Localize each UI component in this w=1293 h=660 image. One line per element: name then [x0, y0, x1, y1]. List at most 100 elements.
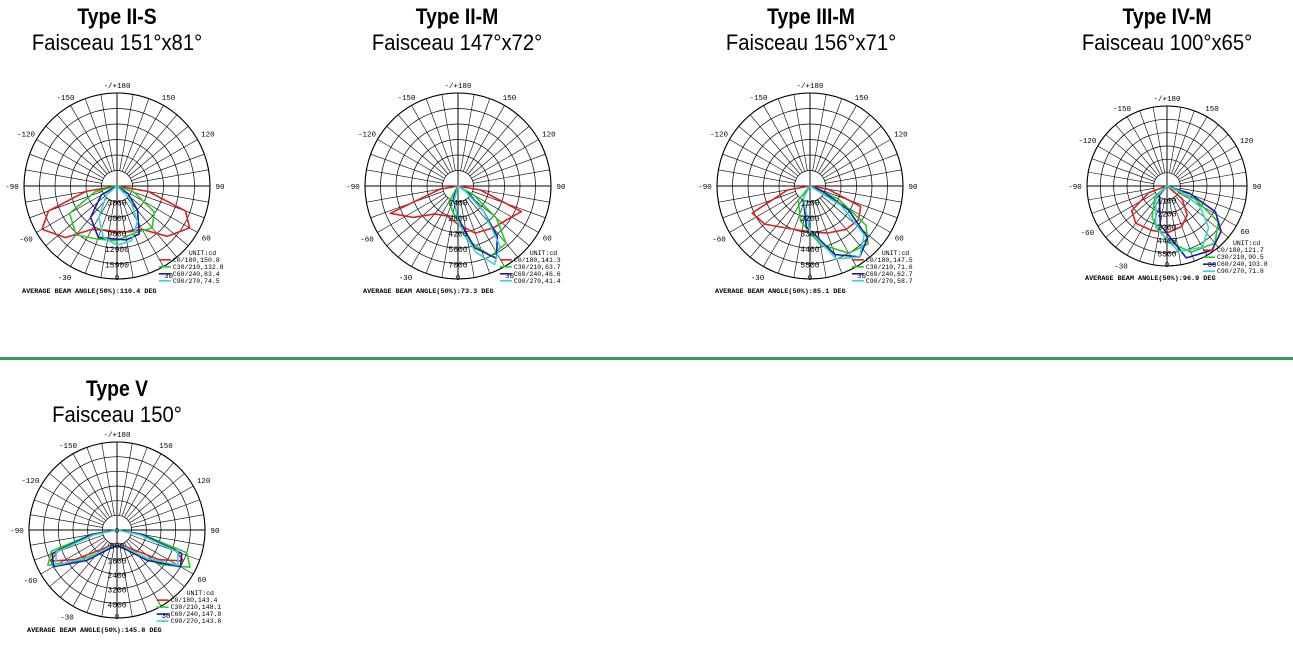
legend-item: C90/270,41.4 — [514, 278, 561, 285]
grid-spoke — [122, 200, 150, 274]
ring-value-label: 1100 — [1157, 197, 1176, 206]
unit-label: UNIT:cd — [1233, 240, 1260, 247]
angle-label: 30 — [505, 273, 515, 281]
grid-spoke — [777, 98, 805, 172]
angle-label: -30 — [751, 275, 765, 283]
angle-label: 0 — [1165, 262, 1170, 270]
legend-item: C30/210,148.1 — [171, 604, 222, 611]
angle-label: -120 — [17, 132, 36, 140]
grid-spoke — [119, 443, 133, 516]
ring-value-label: 3200 — [107, 587, 126, 596]
grid-spoke — [1105, 134, 1157, 178]
grid-spoke — [749, 114, 801, 175]
angle-label: -150 — [1113, 106, 1132, 114]
angle-label: 120 — [197, 478, 211, 486]
angle-label: 90 — [556, 184, 566, 192]
grid-spoke — [825, 188, 902, 203]
angle-label: 0 — [808, 275, 813, 283]
legend-item: C90/270,58.7 — [866, 278, 913, 285]
grid-spoke — [821, 125, 882, 177]
grid-spoke — [1171, 110, 1195, 174]
legend-item: C60/240,62.7 — [866, 271, 913, 278]
angle-label: 150 — [1205, 106, 1219, 114]
grid-spoke — [463, 200, 491, 274]
grid-spoke — [425, 98, 453, 172]
intensity-curve-c0 — [389, 185, 523, 234]
center-label: 0 — [115, 528, 119, 536]
grid-spoke — [45, 195, 106, 247]
average-beam-angle: AVERAGE BEAM ANGLE(50%):145.8 DEG — [27, 627, 162, 635]
grid-spoke — [386, 125, 447, 177]
grid-spoke — [1139, 110, 1163, 174]
grid-spoke — [40, 537, 105, 575]
grid-spoke — [124, 199, 164, 267]
angle-label: 90 — [1252, 184, 1262, 192]
grid-spoke — [119, 94, 134, 171]
legend-item: C60/240,103.8 — [1217, 261, 1268, 268]
grid-spoke — [128, 125, 189, 177]
ring-value-label: 2200 — [800, 215, 819, 224]
grid-spoke — [1180, 188, 1246, 201]
angle-label: -/+180 — [103, 432, 131, 440]
polar-diagram: 1100 2200 3300 4400 5500 -/+180 -150 150 -120 120… — [698, 83, 918, 296]
grid-spoke — [126, 462, 174, 519]
grid-spoke — [122, 98, 150, 172]
card-title: Type II-M — [415, 4, 499, 29]
grid-spoke — [1180, 171, 1246, 184]
angle-label: 150 — [162, 95, 176, 103]
grid-spoke — [1173, 116, 1208, 175]
angle-label: 60 — [1240, 229, 1250, 237]
card-title: Type II-S — [77, 4, 157, 29]
grid-spoke — [366, 188, 443, 203]
angle-label: 0 — [115, 614, 120, 622]
grid-spoke — [49, 473, 106, 521]
grid-spoke — [72, 542, 110, 607]
angle-label: 120 — [201, 132, 215, 140]
intensity-curve-c30 — [797, 185, 869, 254]
grid-spoke — [377, 139, 445, 179]
angle-label: 30 — [857, 273, 867, 281]
ring-value-label: 1400 — [448, 200, 467, 209]
grid-spoke — [366, 169, 443, 184]
grid-spoke — [131, 191, 205, 219]
angle-label: -90 — [10, 528, 24, 536]
grid-spoke — [36, 139, 104, 179]
grid-spoke — [1097, 145, 1156, 180]
grid-spoke — [124, 542, 162, 607]
angle-label: -120 — [710, 132, 729, 140]
grid-spoke — [56, 114, 108, 175]
angle-label: 60 — [197, 577, 207, 585]
grid-spoke — [45, 125, 106, 177]
grid-spoke — [124, 105, 164, 173]
angle-label: -60 — [24, 578, 38, 586]
grid-spoke — [130, 139, 198, 179]
angle-label: -120 — [1078, 138, 1097, 146]
grid-spoke — [463, 98, 491, 172]
angle-label: 30 — [161, 613, 171, 621]
angle-label: 90 — [210, 528, 220, 536]
angle-label: -60 — [712, 237, 726, 245]
grid-spoke — [722, 191, 796, 219]
grid-spoke — [467, 114, 519, 175]
grid-spoke — [129, 485, 194, 523]
grid-spoke — [84, 98, 112, 172]
grid-spoke — [465, 199, 505, 267]
intensity-curve-c0 — [41, 185, 191, 239]
grid-spoke — [460, 94, 475, 171]
polar-diagram: 1400 2800 4200 5600 7000 -/+180 -150 150 -120 120… — [346, 83, 566, 296]
grid-spoke — [34, 534, 104, 561]
grid-spoke — [128, 473, 185, 521]
grid-spoke — [1169, 107, 1182, 173]
grid-spoke — [821, 195, 882, 247]
angle-label: -60 — [19, 237, 33, 245]
grid-spoke — [70, 105, 110, 173]
card-subtitle: Faisceau 151°x81° — [31, 30, 203, 55]
grid-spoke — [1088, 188, 1154, 201]
grid-spoke — [86, 447, 113, 517]
legend-item: C90/270,143.8 — [171, 618, 222, 625]
legend-item: C0/180,147.5 — [866, 257, 913, 264]
ring-value-label: 4400 — [1157, 237, 1176, 246]
grid-spoke — [738, 195, 799, 247]
grid-spoke — [132, 169, 209, 184]
grid-spoke — [126, 114, 178, 175]
